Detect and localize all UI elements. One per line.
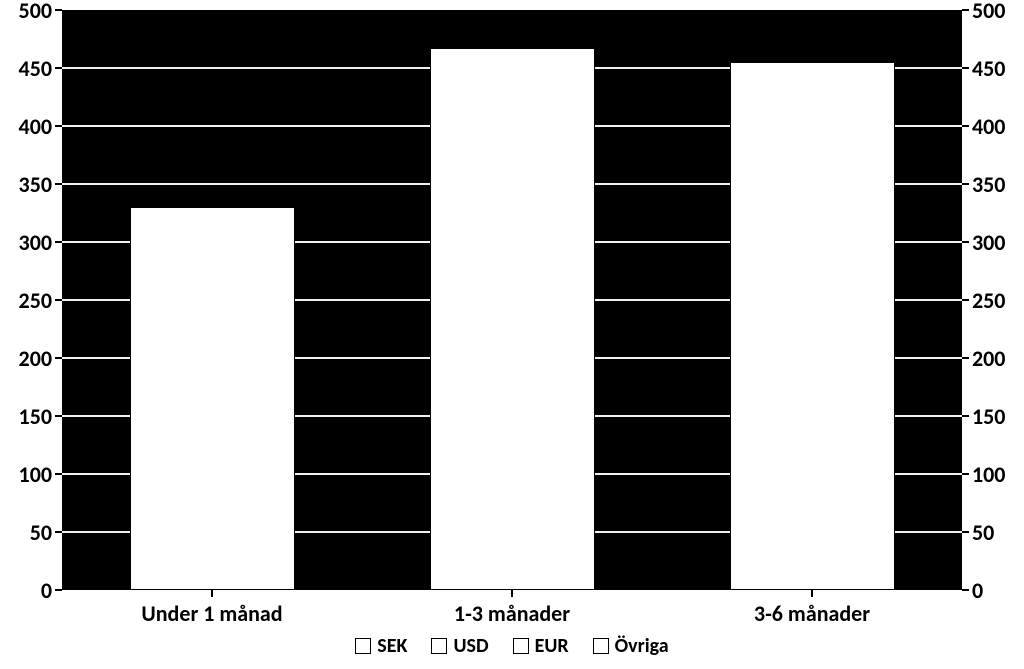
bar (430, 48, 595, 590)
y-tick-mark-left (55, 67, 62, 69)
legend-label: SEK (377, 634, 407, 658)
x-category-label: 3-6 månader (662, 600, 962, 627)
y-tick-label-right: 350 (972, 171, 1005, 198)
y-tick-mark-right (962, 241, 969, 243)
y-tick-mark-left (55, 473, 62, 475)
legend-item: Övriga (593, 634, 669, 658)
y-tick-mark-right (962, 299, 969, 301)
x-category-label: 1-3 månader (362, 600, 662, 627)
legend-item: EUR (513, 634, 569, 658)
y-tick-label-left: 0 (0, 577, 52, 604)
legend-swatch (593, 638, 609, 654)
y-tick-mark-left (55, 9, 62, 11)
x-tick-mark (511, 590, 513, 597)
x-tick-mark (211, 590, 213, 597)
y-tick-mark-right (962, 67, 969, 69)
y-tick-mark-left (55, 299, 62, 301)
y-tick-label-left: 400 (0, 113, 52, 140)
y-tick-label-right: 500 (972, 0, 1005, 24)
x-category-label: Under 1 månad (62, 600, 362, 627)
y-tick-mark-left (55, 531, 62, 533)
y-tick-label-right: 300 (972, 229, 1005, 256)
y-tick-label-right: 400 (972, 113, 1005, 140)
y-tick-label-right: 200 (972, 345, 1005, 372)
y-tick-mark-left (55, 125, 62, 127)
y-tick-label-left: 450 (0, 55, 52, 82)
legend-item: SEK (355, 634, 407, 658)
y-tick-mark-right (962, 589, 969, 591)
y-tick-mark-left (55, 357, 62, 359)
y-tick-mark-right (962, 357, 969, 359)
bar (730, 62, 895, 590)
legend-swatch (513, 638, 529, 654)
y-tick-label-right: 100 (972, 461, 1005, 488)
y-tick-label-right: 50 (972, 519, 994, 546)
legend-label: USD (453, 634, 488, 658)
y-tick-mark-left (55, 241, 62, 243)
y-tick-label-left: 100 (0, 461, 52, 488)
y-tick-mark-right (962, 473, 969, 475)
legend-label: EUR (535, 634, 569, 658)
legend-swatch (431, 638, 447, 654)
y-tick-label-left: 300 (0, 229, 52, 256)
y-tick-label-right: 0 (972, 577, 983, 604)
y-tick-label-right: 250 (972, 287, 1005, 314)
y-tick-mark-right (962, 9, 969, 11)
y-tick-mark-left (55, 415, 62, 417)
y-tick-label-right: 150 (972, 403, 1005, 430)
y-tick-label-left: 150 (0, 403, 52, 430)
y-tick-mark-right (962, 125, 969, 127)
legend-label: Övriga (615, 634, 669, 658)
y-tick-label-left: 500 (0, 0, 52, 24)
legend-item: USD (431, 634, 488, 658)
y-tick-mark-right (962, 531, 969, 533)
y-tick-mark-right (962, 415, 969, 417)
y-tick-mark-right (962, 183, 969, 185)
y-tick-label-left: 250 (0, 287, 52, 314)
y-tick-label-right: 450 (972, 55, 1005, 82)
y-tick-label-left: 50 (0, 519, 52, 546)
y-tick-mark-left (55, 589, 62, 591)
legend-swatch (355, 638, 371, 654)
plot-area (62, 10, 962, 590)
y-tick-label-left: 350 (0, 171, 52, 198)
y-tick-label-left: 200 (0, 345, 52, 372)
x-tick-mark (811, 590, 813, 597)
chart-container: 0 50 100 150 200 250 300 350 400 450 500 0 50 100 150… (0, 0, 1024, 669)
y-tick-mark-left (55, 183, 62, 185)
bar (130, 207, 295, 590)
legend: SEK USD EUR Övriga (0, 634, 1024, 660)
